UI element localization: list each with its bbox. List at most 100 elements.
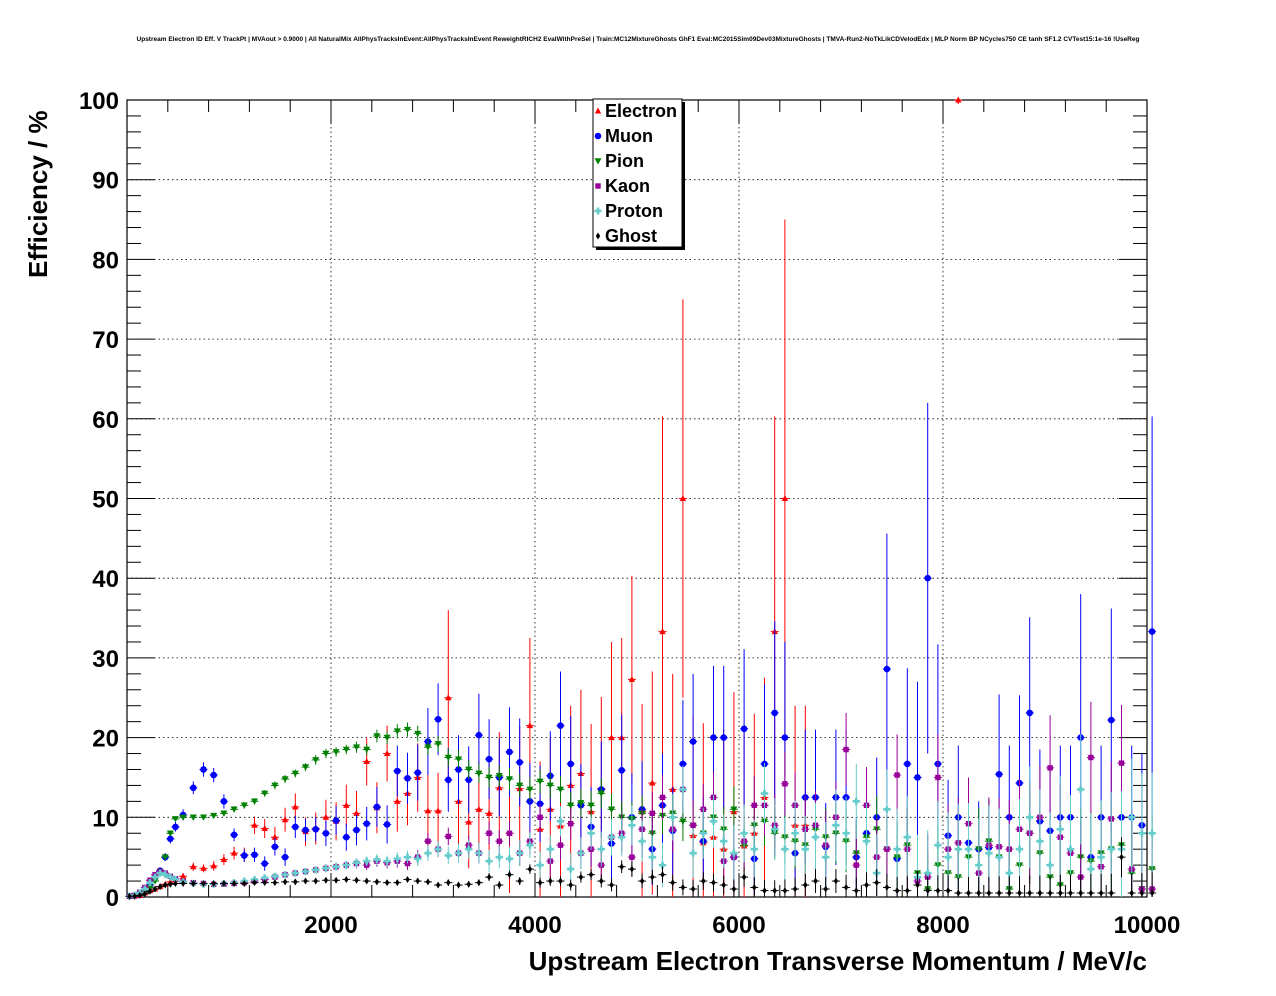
proton-point <box>1128 813 1136 821</box>
ghost-point <box>792 885 798 893</box>
proton-point <box>1036 837 1044 845</box>
legend-label-pion: Pion <box>605 151 644 171</box>
proton-point <box>404 853 412 861</box>
proton-point <box>261 874 269 882</box>
proton-point <box>1067 845 1074 853</box>
ghost-point <box>609 881 614 889</box>
x-tick-label: 2000 <box>304 912 357 939</box>
electron-point <box>230 849 238 856</box>
ghost-point <box>629 865 635 873</box>
muon-point <box>292 823 299 831</box>
proton-point <box>171 875 179 883</box>
y-tick-label: 70 <box>92 327 119 354</box>
proton-point <box>720 837 728 845</box>
ghost-point <box>446 879 451 887</box>
ghost-point <box>1027 889 1032 897</box>
ghost-point <box>1139 889 1145 897</box>
proton-point <box>1077 785 1085 793</box>
ghost-point <box>1068 889 1073 897</box>
electron-point <box>955 96 962 103</box>
electron-point <box>608 734 615 741</box>
ghost-point <box>772 887 777 895</box>
ghost-point <box>752 883 757 891</box>
electron-point <box>200 864 207 871</box>
pion-point <box>495 773 503 780</box>
ghost-point <box>364 877 369 885</box>
ghost-point <box>1058 889 1063 897</box>
proton-point <box>995 853 1003 861</box>
ghost-point <box>731 885 737 893</box>
pion-point <box>230 806 238 813</box>
proton-point <box>291 869 299 877</box>
proton-point <box>312 866 320 874</box>
muon-point <box>506 748 513 756</box>
pion-point <box>189 814 197 821</box>
muon-point <box>200 766 207 773</box>
proton-point <box>505 855 513 863</box>
proton-point <box>965 845 972 853</box>
ghost-point <box>293 878 298 886</box>
proton-point <box>597 845 605 853</box>
ghost-point <box>1098 889 1104 897</box>
ghost-point <box>242 879 247 887</box>
proton-point <box>863 837 870 845</box>
ghost-point <box>221 879 227 887</box>
muon-point <box>373 803 381 811</box>
muon-point <box>485 755 493 763</box>
muon-point <box>332 817 340 824</box>
ghost-point <box>456 881 461 889</box>
electron-series <box>125 96 963 899</box>
muon-point <box>404 774 411 782</box>
ghost-point <box>384 879 390 887</box>
kaon-point <box>690 822 696 828</box>
muon-point <box>394 767 401 775</box>
pion-point <box>161 854 169 861</box>
ghost-point <box>201 879 206 887</box>
ghost-point <box>843 883 849 891</box>
ghost-point <box>864 881 869 889</box>
ghost-point <box>874 879 879 887</box>
x-axis-title: Upstream Electron Transverse Momentum / … <box>529 946 1147 976</box>
axis-ticks: 0 10 20 30 40 50 60 70 80 90 100 2000 4000 6000 8000 10… <box>79 88 1180 939</box>
muon-point <box>434 715 442 723</box>
pion-point <box>434 741 442 748</box>
y-tick-label: 90 <box>92 168 119 195</box>
proton-point <box>485 857 493 865</box>
ghost-point <box>568 881 573 889</box>
proton-point <box>699 829 707 837</box>
muon-point <box>883 665 891 673</box>
proton-point <box>883 805 891 813</box>
ghost-point <box>915 881 920 889</box>
proton-point <box>465 845 473 853</box>
ghost-point <box>323 876 329 884</box>
ghost-point <box>619 863 624 871</box>
ghost-point <box>956 889 961 897</box>
proton-point <box>475 849 483 857</box>
ghost-point <box>1088 889 1094 897</box>
pion-point <box>373 733 381 740</box>
proton-point <box>669 813 677 821</box>
kaon-point <box>659 794 666 801</box>
muon-point <box>343 833 350 841</box>
pion-point <box>577 800 585 807</box>
ghost-point <box>476 879 482 887</box>
ghost-point <box>650 873 655 881</box>
ghost-point <box>782 887 788 895</box>
kaon-point <box>1047 765 1053 771</box>
ghost-point <box>1017 889 1022 897</box>
muon-point <box>689 738 697 745</box>
proton-point <box>761 789 768 797</box>
proton-point <box>852 797 860 805</box>
ghost-point <box>405 875 410 883</box>
proton-point <box>495 853 503 861</box>
ghost-point <box>425 878 431 886</box>
proton-point <box>1005 869 1013 877</box>
y-tick-label: 0 <box>106 885 119 912</box>
ghost-point <box>548 877 553 885</box>
muon-point <box>167 835 174 843</box>
muon-point <box>516 759 523 766</box>
proton-point <box>832 821 840 829</box>
y-axis-title: Efficiency / % <box>23 110 53 278</box>
muon-point <box>679 760 687 768</box>
